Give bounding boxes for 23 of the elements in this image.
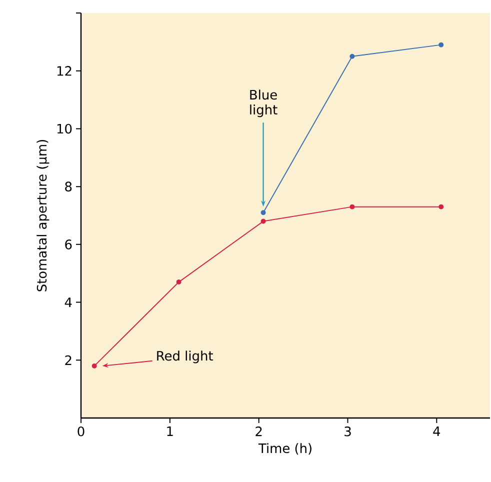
x-axis-title: Time (h) [258,443,312,455]
point [350,204,355,210]
point [438,204,444,210]
y-tick-label: 12 [57,66,72,76]
y-tick-label: 8 [65,182,72,192]
point [350,54,355,59]
annotation: Blue light [250,90,278,118]
x-tick-label: 3 [344,426,351,436]
y-tick-label: 4 [64,298,72,308]
y-tick-label: 2 [65,355,72,365]
x-tick-label: 0 [78,426,84,436]
x-tick-label: 4 [433,426,440,436]
point [260,218,266,224]
point [438,42,444,48]
point [260,210,266,216]
y-tick-label: 10 [57,124,72,134]
point [176,280,182,285]
y-tick-label: 6 [65,240,72,250]
y-axis-title: Stomatal aperture (µm) [36,140,50,292]
x-tick-label: 2 [256,426,262,436]
annotation: Red light [157,350,213,364]
point [92,363,97,368]
x-tick-label: 1 [167,426,173,436]
